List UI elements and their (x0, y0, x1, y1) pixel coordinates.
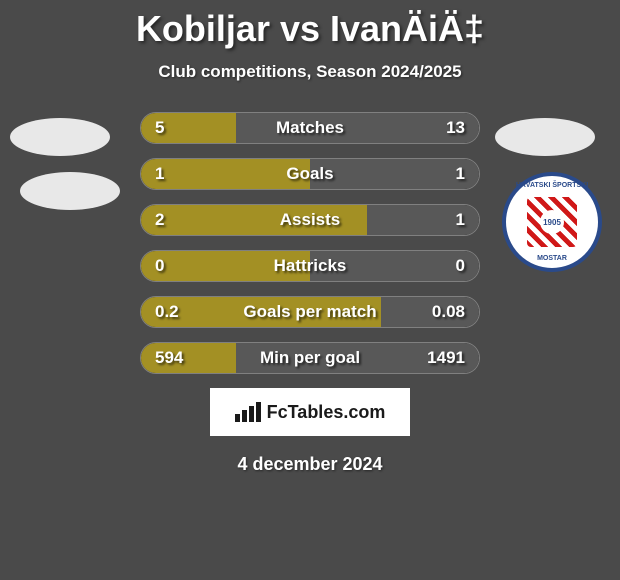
stat-row: 2 Assists 1 (140, 204, 480, 236)
stat-label: Matches (276, 118, 344, 138)
fctables-logo: FcTables.com (235, 402, 386, 423)
footer-brand-box: FcTables.com (210, 388, 410, 436)
stat-label: Min per goal (260, 348, 360, 368)
stat-value-right: 13 (446, 118, 465, 138)
stat-value-right: 0 (456, 256, 465, 276)
stat-value-right: 0.08 (432, 302, 465, 322)
stat-bar-left (141, 159, 310, 189)
stat-bar-right (310, 159, 479, 189)
stat-value-right: 1 (456, 210, 465, 230)
stat-label: Assists (280, 210, 340, 230)
stat-value-right: 1491 (427, 348, 465, 368)
stat-row: 5 Matches 13 (140, 112, 480, 144)
stat-value-left: 5 (155, 118, 164, 138)
stat-row: 594 Min per goal 1491 (140, 342, 480, 374)
page-title: Kobiljar vs IvanÄiÄ‡ (0, 0, 620, 50)
stat-value-left: 0 (155, 256, 164, 276)
stat-label: Goals per match (243, 302, 376, 322)
stat-row: 0.2 Goals per match 0.08 (140, 296, 480, 328)
stat-value-right: 1 (456, 164, 465, 184)
footer-brand-text: FcTables.com (267, 402, 386, 423)
stat-row: 1 Goals 1 (140, 158, 480, 190)
stat-value-left: 0.2 (155, 302, 179, 322)
stat-row: 0 Hattricks 0 (140, 250, 480, 282)
stat-value-left: 1 (155, 164, 164, 184)
stat-value-left: 594 (155, 348, 183, 368)
page-subtitle: Club competitions, Season 2024/2025 (0, 62, 620, 82)
date-label: 4 december 2024 (0, 454, 620, 475)
stat-bar-right (236, 113, 479, 143)
stats-container: 5 Matches 13 1 Goals 1 2 Assists 1 0 Hattricks 0 0.2… (0, 112, 620, 374)
stat-label: Goals (286, 164, 333, 184)
bars-icon (235, 402, 263, 422)
stat-label: Hattricks (274, 256, 347, 276)
stat-value-left: 2 (155, 210, 164, 230)
